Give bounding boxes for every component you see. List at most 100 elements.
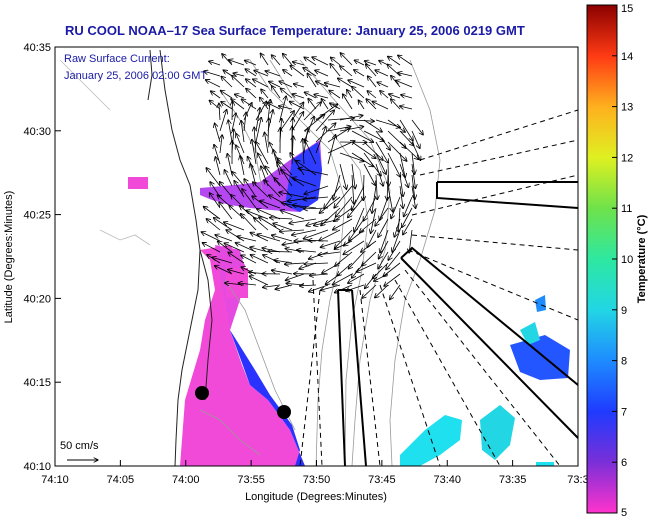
x-tick-label: 73:35 — [499, 474, 527, 486]
current-vector-arrow — [259, 217, 281, 231]
current-vector-arrow — [351, 120, 374, 121]
current-vector-arrow — [265, 166, 281, 187]
current-vector-arrow — [334, 284, 353, 293]
current-vector-arrow — [330, 64, 341, 77]
current-vector-arrow — [390, 284, 401, 300]
y-tick-label: 40:15 — [23, 377, 51, 389]
current-vector-arrow — [348, 196, 365, 218]
current-vector-arrow — [362, 284, 377, 298]
sst-patch-small — [226, 268, 248, 298]
current-vector-arrow — [219, 103, 220, 121]
current-vector-arrow — [241, 99, 257, 110]
current-vector-arrow — [290, 65, 305, 77]
current-vector-arrow — [293, 84, 305, 87]
current-vector-arrow — [375, 130, 390, 150]
current-vector-arrow — [297, 250, 317, 252]
current-vector-arrow — [387, 152, 401, 177]
map-panel: Raw Surface Current: January 25, 2006 02… — [54, 46, 579, 467]
current-vector-arrow — [319, 229, 341, 241]
current-vector-arrow — [333, 174, 341, 200]
current-vector-arrow — [214, 144, 221, 165]
current-vector-arrow — [292, 136, 293, 165]
current-vector-arrow — [375, 284, 389, 298]
current-vector-arrow — [269, 81, 281, 88]
current-vector-arrow — [361, 240, 377, 252]
current-vector-arrow — [300, 285, 317, 286]
coastline — [147, 49, 213, 467]
current-vector-arrow — [348, 273, 365, 283]
current-vector-arrow — [209, 61, 221, 66]
current-vector-arrow — [411, 119, 423, 135]
current-vector-arrow — [289, 101, 305, 110]
current-vector-arrow — [232, 101, 233, 121]
current-vector-arrow — [204, 71, 221, 77]
current-vector-arrow — [212, 257, 233, 264]
current-vector-arrow — [223, 70, 233, 77]
y-tick-label: 40:25 — [23, 210, 51, 222]
current-vector-arrow — [338, 78, 353, 88]
current-vector-arrow — [391, 99, 401, 110]
current-vector-arrow — [205, 80, 221, 88]
colorbar-tick-label: 5 — [621, 507, 627, 519]
current-vector-arrow — [274, 178, 293, 198]
current-vector-arrow — [367, 229, 377, 248]
x-tick-label: 73:55 — [237, 474, 265, 486]
current-vector-arrow — [298, 168, 329, 176]
current-vector-arrow — [383, 262, 401, 277]
current-vector-arrow — [308, 98, 317, 110]
current-vector-arrow — [363, 119, 382, 132]
current-vector-arrow — [279, 230, 305, 232]
y-tick-label: 40:30 — [23, 126, 51, 138]
current-vectors — [201, 53, 423, 300]
current-vector-arrow — [246, 210, 269, 220]
current-vector-arrow — [254, 70, 269, 77]
current-vector-arrow — [334, 185, 353, 208]
current-vector-arrow — [303, 229, 329, 239]
current-vector-arrow — [321, 99, 329, 110]
current-vector-arrow — [215, 157, 221, 176]
current-vector-arrow — [339, 127, 364, 132]
current-vector-arrow — [303, 139, 304, 165]
current-vector-arrow — [219, 109, 227, 132]
current-vector-arrow — [310, 274, 329, 276]
current-vector-arrow — [309, 284, 329, 292]
current-vector-arrow — [279, 192, 305, 198]
current-vector-arrow — [386, 251, 401, 270]
x-tick-label: 74:00 — [172, 474, 200, 486]
current-vector-arrow — [234, 181, 245, 198]
current-vector-arrow — [389, 94, 401, 99]
current-vector-arrow — [260, 53, 269, 66]
current-vector-arrow — [215, 235, 233, 242]
current-vector-arrow — [403, 218, 413, 235]
current-vector-arrow — [354, 70, 365, 77]
colorbar-label: Temperature (°C) — [636, 214, 648, 303]
current-vector-arrow — [399, 163, 409, 188]
current-vector-arrow — [334, 207, 353, 221]
shipping-lane-dashed — [299, 109, 579, 467]
current-vector-arrow — [387, 141, 407, 161]
current-vector-arrow — [206, 168, 221, 187]
current-vector-arrow — [387, 174, 388, 200]
current-vector-arrow — [362, 251, 377, 266]
current-vector-arrow — [363, 163, 376, 186]
current-vector-arrow — [271, 235, 293, 242]
current-vector-arrow — [260, 201, 281, 209]
current-vector-arrow — [375, 152, 386, 174]
current-vector-arrow — [255, 117, 261, 143]
current-vector-arrow — [252, 139, 257, 165]
current-vector-arrow — [303, 197, 329, 199]
current-vector-arrow — [241, 120, 245, 143]
y-axis-label: Latitude (Degrees:Minutes) — [3, 191, 15, 324]
current-vector-arrow — [201, 232, 221, 242]
current-vector-arrow — [220, 135, 222, 154]
colorbar-tick-label: 9 — [621, 305, 627, 317]
current-vector-arrow — [279, 106, 293, 110]
colorbar: 15 14 13 12 11 10 9 8 7 6 5 Temperature (°C) — [586, 3, 648, 519]
current-vector-arrow — [409, 229, 413, 253]
current-vector-arrow — [280, 88, 293, 99]
current-vector-arrow — [221, 102, 233, 110]
sst-patch-coastal — [180, 245, 305, 466]
current-vector-arrow — [333, 218, 353, 230]
current-vector-arrow — [324, 185, 341, 209]
